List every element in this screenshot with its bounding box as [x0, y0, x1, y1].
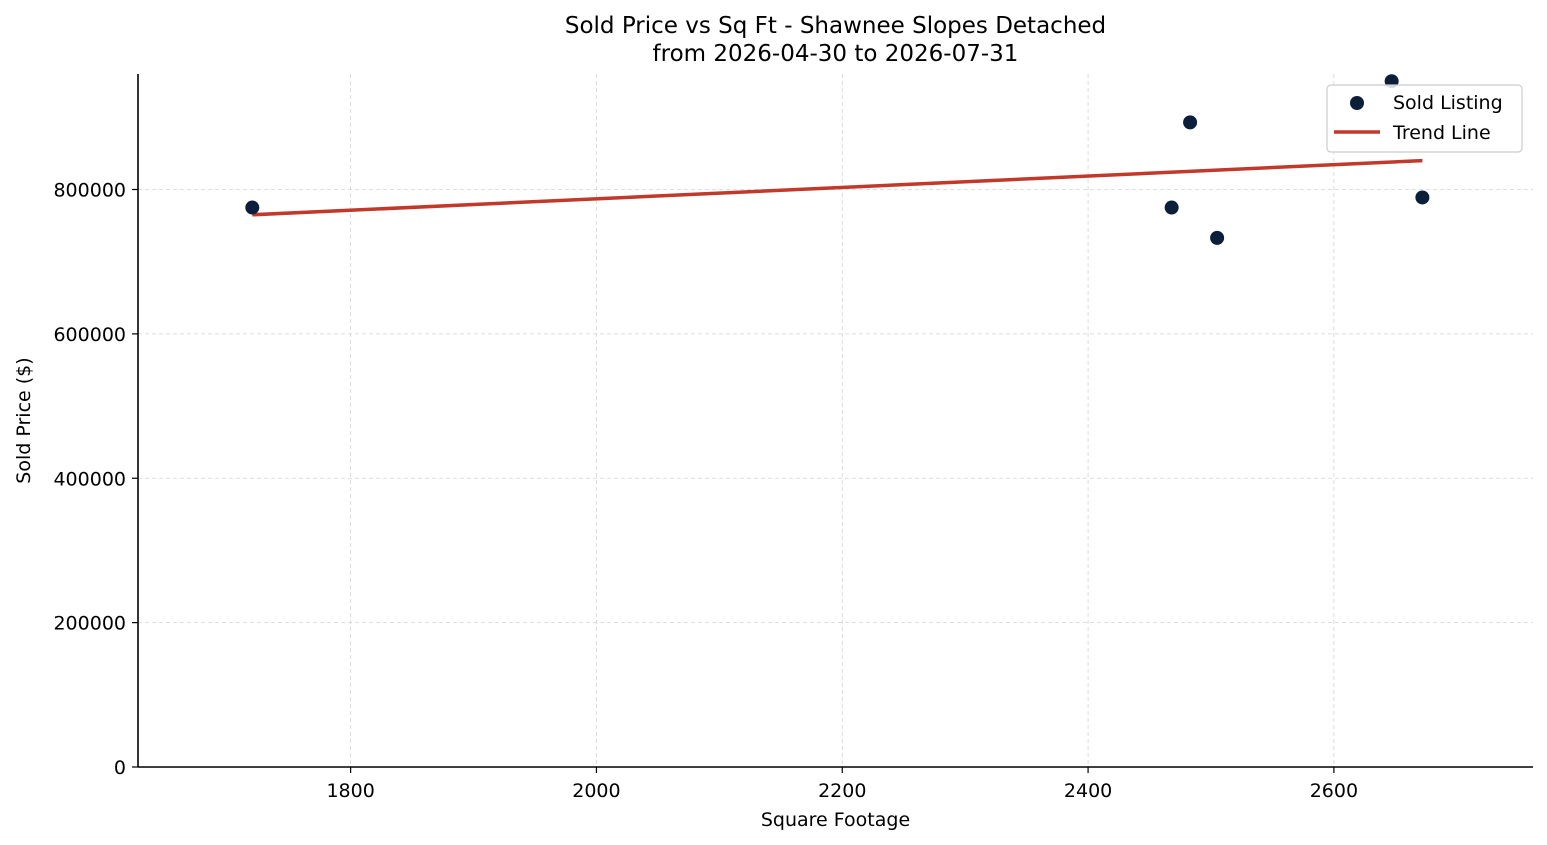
x-tick-label: 2000 [572, 780, 620, 802]
y-tick-label: 400000 [53, 468, 126, 490]
x-tick-label: 1800 [326, 780, 374, 802]
y-tick-label: 0 [114, 757, 126, 779]
x-axis-title: Square Footage [761, 809, 910, 831]
y-tick-label: 600000 [53, 324, 126, 346]
x-tick-label: 2600 [1310, 780, 1358, 802]
points-layer [245, 74, 1430, 245]
legend: Sold Listing Trend Line [1326, 84, 1523, 153]
scatter-point [1164, 200, 1179, 215]
chart-subtitle: from 2026-04-30 to 2026-07-31 [653, 41, 1019, 67]
scatter-point [1415, 190, 1430, 205]
legend-label-sold-listing: Sold Listing [1393, 92, 1503, 114]
ticks: 1800 2000 2200 2400 2600 0 200000 400000 600000 8… [53, 180, 1358, 803]
y-tick-label: 200000 [53, 613, 126, 635]
y-axis-title: Sold Price ($) [13, 357, 35, 483]
scatter-point [245, 200, 260, 215]
grid [138, 74, 1533, 768]
axes [137, 74, 1533, 768]
legend-label-trend-line: Trend Line [1392, 122, 1491, 144]
y-tick-label: 800000 [53, 180, 126, 202]
x-tick-label: 2200 [818, 780, 866, 802]
scatter-point [1210, 230, 1225, 245]
trend-line [252, 158, 1423, 217]
trend-line-layer [252, 158, 1423, 217]
scatter-point [1183, 115, 1198, 130]
x-tick-label: 2400 [1064, 780, 1112, 802]
chart-title: Sold Price vs Sq Ft - Shawnee Slopes Det… [565, 13, 1106, 39]
legend-scatter-marker [1350, 96, 1364, 110]
legend-box [1326, 84, 1523, 153]
